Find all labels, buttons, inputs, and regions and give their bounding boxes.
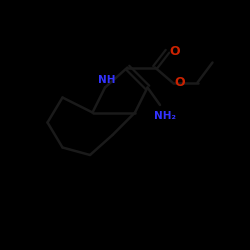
Text: NH₂: NH₂ [154,111,176,121]
Text: O: O [175,76,185,89]
Text: NH: NH [98,75,116,85]
Text: O: O [170,45,180,58]
